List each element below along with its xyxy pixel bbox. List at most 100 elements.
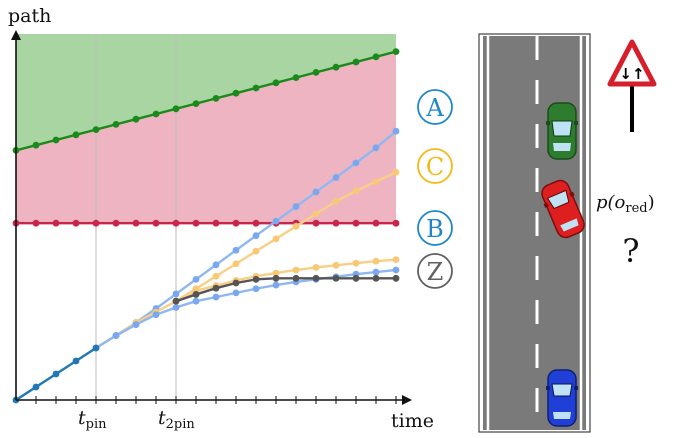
green-car	[546, 102, 578, 160]
point-c-7	[232, 260, 240, 268]
point-b-7	[232, 289, 240, 297]
point-shared-3	[72, 357, 80, 365]
point-red-19	[392, 219, 400, 227]
point-b-9	[272, 281, 280, 289]
series-green	[12, 48, 400, 154]
point-shared-1	[32, 383, 40, 391]
point-c-14	[372, 178, 380, 186]
point-c-12	[332, 197, 340, 205]
point-z-7	[312, 274, 320, 282]
point-b-8	[252, 285, 260, 293]
tick-label-2pin: t2pin	[158, 407, 195, 432]
axes	[11, 30, 412, 405]
point-c2-9	[352, 259, 360, 267]
series-shared	[12, 344, 100, 404]
point-green-1	[32, 141, 40, 149]
tick-label-pin: tpin	[78, 407, 107, 432]
x-axis-arrow	[402, 395, 412, 405]
end-label-c: C	[417, 148, 453, 184]
point-green-8	[172, 105, 180, 113]
point-red-17	[352, 219, 360, 227]
point-c2-5	[272, 269, 280, 277]
point-b-4	[172, 304, 180, 311]
point-green-5	[112, 121, 120, 128]
point-a-4	[172, 290, 180, 298]
point-shared-2	[52, 370, 60, 378]
probability-annotation: p(ored) ?	[596, 192, 655, 270]
point-c-8	[252, 247, 260, 255]
point-z-11	[392, 274, 400, 282]
end-label-text-b: B	[426, 215, 444, 243]
point-z-9	[352, 274, 360, 282]
grid-lines	[95, 34, 177, 400]
point-c-10	[292, 222, 300, 230]
path-time-plot: path time tpin t2pin A C BZ	[8, 5, 453, 432]
point-z-4	[252, 275, 260, 283]
point-a-tail-0	[112, 332, 120, 339]
series-red	[12, 219, 400, 227]
point-red-8	[172, 219, 180, 227]
series-line-c	[95, 171, 397, 350]
series-c2	[172, 256, 400, 305]
point-b-14	[372, 268, 380, 276]
point-green-14	[292, 74, 300, 81]
point-green-7	[152, 110, 160, 118]
point-red-5	[112, 219, 120, 227]
point-green-17	[352, 58, 360, 66]
point-green-19	[392, 48, 400, 55]
point-green-2	[52, 136, 60, 144]
point-a-6	[212, 261, 220, 269]
point-green-6	[132, 115, 140, 123]
point-green-15	[312, 69, 320, 76]
point-b-6	[212, 293, 220, 301]
point-z-8	[332, 274, 340, 282]
x-axis-label: time	[391, 410, 434, 432]
point-a-12	[332, 174, 340, 181]
point-green-13	[272, 79, 280, 87]
point-red-7	[152, 219, 160, 227]
point-a-9	[272, 217, 280, 225]
series-z	[172, 274, 400, 305]
series-layer	[12, 48, 400, 404]
point-z-10	[372, 274, 380, 282]
series-end-labels: A C BZ	[417, 89, 453, 289]
x-tick-labels: tpin t2pin	[78, 407, 195, 432]
point-red-12	[252, 219, 260, 227]
point-c2-7	[312, 264, 320, 271]
end-label-a: A	[417, 89, 453, 125]
end-label-z: Z	[417, 253, 453, 289]
point-green-3	[72, 131, 80, 139]
red-region	[16, 51, 396, 224]
red-car	[541, 179, 585, 239]
point-green-9	[192, 100, 200, 107]
end-label-text-a: A	[425, 94, 444, 122]
series-line-green	[15, 50, 397, 152]
point-c-9	[272, 235, 280, 243]
x-ticks	[35, 396, 397, 404]
point-a-8	[252, 232, 260, 240]
point-red-2	[52, 219, 60, 227]
point-c-6	[212, 272, 220, 280]
point-z-2	[212, 284, 220, 292]
point-red-10	[212, 219, 220, 227]
point-a-14	[372, 144, 380, 152]
point-shared-4	[92, 344, 100, 352]
point-a-10	[292, 203, 300, 210]
series-a-tail	[112, 321, 140, 339]
point-red-9	[192, 219, 200, 227]
point-c-11	[312, 210, 320, 218]
point-red-1	[32, 219, 40, 227]
green-region	[16, 34, 396, 151]
point-z-1	[192, 291, 200, 298]
point-green-10	[212, 95, 220, 102]
point-a-7	[232, 246, 240, 254]
point-red-15	[312, 219, 320, 227]
point-green-18	[372, 53, 380, 61]
point-b-3	[152, 311, 160, 319]
y-axis-label: path	[8, 5, 51, 27]
point-a-tail-1	[132, 321, 140, 328]
point-a-13	[352, 159, 360, 167]
point-c-13	[352, 187, 360, 195]
point-c-15	[392, 168, 400, 176]
point-red-18	[372, 219, 380, 227]
